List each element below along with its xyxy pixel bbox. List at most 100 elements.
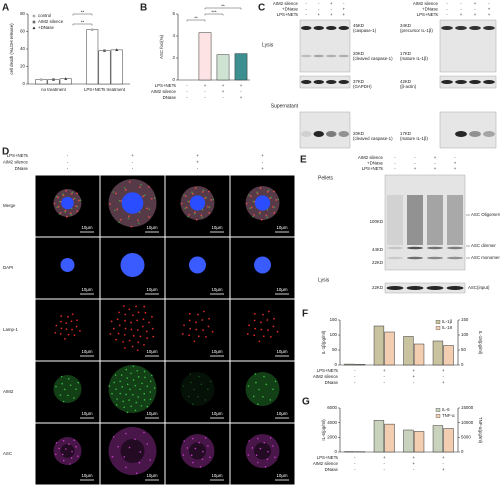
condition-sign: - <box>222 95 224 100</box>
condition-sign: - <box>306 7 308 12</box>
stain <box>62 459 65 462</box>
stain <box>201 190 204 193</box>
stain <box>252 200 255 203</box>
stain <box>118 324 121 327</box>
panel-letter: D <box>2 147 9 158</box>
stain <box>76 455 79 457</box>
condition-sign: - <box>318 7 320 12</box>
marker <box>39 78 43 82</box>
bar <box>198 32 212 81</box>
condition-sign: + <box>261 153 264 158</box>
stain <box>248 440 250 442</box>
stain <box>127 217 130 220</box>
stain <box>137 396 139 398</box>
nucleus <box>121 192 144 214</box>
stain <box>57 196 59 199</box>
stain <box>247 385 250 387</box>
bar <box>344 363 355 366</box>
stain <box>112 436 115 438</box>
panel-letter: G <box>302 397 310 408</box>
condition-sign: - <box>384 380 386 385</box>
stain <box>247 454 250 456</box>
blot-band <box>326 54 337 58</box>
stain <box>138 211 141 214</box>
stain <box>69 384 72 386</box>
condition-sign: + <box>442 467 445 472</box>
blot-band <box>386 286 404 290</box>
stain <box>267 450 269 453</box>
stain <box>197 395 199 398</box>
stain <box>210 199 213 201</box>
nucleus <box>61 196 74 210</box>
nucleus <box>189 195 206 211</box>
blot-smear <box>387 195 403 245</box>
condition-sign: - <box>186 89 188 94</box>
condition-sign: + <box>240 95 243 100</box>
marker <box>64 77 68 80</box>
y2-axis-label: TNF-α(pg/ml) <box>478 417 483 444</box>
legend-marker <box>32 26 36 30</box>
blot <box>384 282 466 294</box>
condition-label: LPS+NETs <box>362 166 384 171</box>
stain <box>71 450 73 453</box>
blot <box>384 174 466 271</box>
legend-label: IL-1β <box>442 319 453 324</box>
bar <box>443 345 454 366</box>
stain <box>130 321 132 324</box>
stain <box>59 211 62 214</box>
stain <box>274 380 277 383</box>
stain <box>120 439 145 463</box>
blot-band <box>447 256 463 260</box>
bar <box>86 29 99 85</box>
section-label: Lysis <box>318 277 330 283</box>
stain <box>64 448 67 450</box>
legend-swatch <box>435 320 441 324</box>
stain <box>109 333 112 335</box>
stain <box>251 447 254 449</box>
panel-letter: E <box>300 155 307 166</box>
stain <box>273 317 275 320</box>
blot <box>439 75 497 89</box>
condition-sign: - <box>434 161 436 166</box>
condition-sign: - <box>488 1 490 6</box>
stain <box>272 445 274 447</box>
condition-sign: + <box>412 374 415 379</box>
stain <box>118 221 120 224</box>
stain <box>202 329 204 332</box>
stain <box>55 441 58 444</box>
scale-label: 10μm <box>81 225 92 230</box>
stain <box>115 192 117 195</box>
stain <box>60 327 63 330</box>
bar <box>432 340 444 366</box>
stain <box>149 380 152 383</box>
row-label: Lamp-1 <box>3 327 18 332</box>
x-tick-label: no treatment <box>41 87 66 92</box>
stain <box>153 387 156 389</box>
condition-sign: - <box>384 374 386 379</box>
stain <box>136 329 139 331</box>
stain <box>121 386 124 388</box>
blot-size: 22KD <box>372 260 383 265</box>
legend-label: control <box>38 13 51 18</box>
blot-band <box>338 54 349 58</box>
stain <box>125 466 127 469</box>
stain <box>123 187 126 189</box>
stain <box>56 206 59 209</box>
stain <box>254 442 271 460</box>
stain <box>151 315 153 318</box>
stain <box>264 465 267 468</box>
stain <box>254 327 257 330</box>
bar <box>413 343 425 366</box>
condition-label: DNase <box>325 467 339 472</box>
condition-sign: - <box>354 461 356 466</box>
condition-sign: - <box>354 368 356 373</box>
stain <box>194 211 196 214</box>
blot-name: (mature IL-1β) <box>400 136 428 141</box>
condition-label: LPS+NETs <box>317 368 339 373</box>
stain <box>130 405 132 408</box>
condition-sign: + <box>454 161 457 166</box>
stain <box>259 211 261 214</box>
condition-sign: + <box>474 1 477 6</box>
stain <box>198 441 201 444</box>
legend-label: AIM2 silence <box>38 19 64 24</box>
